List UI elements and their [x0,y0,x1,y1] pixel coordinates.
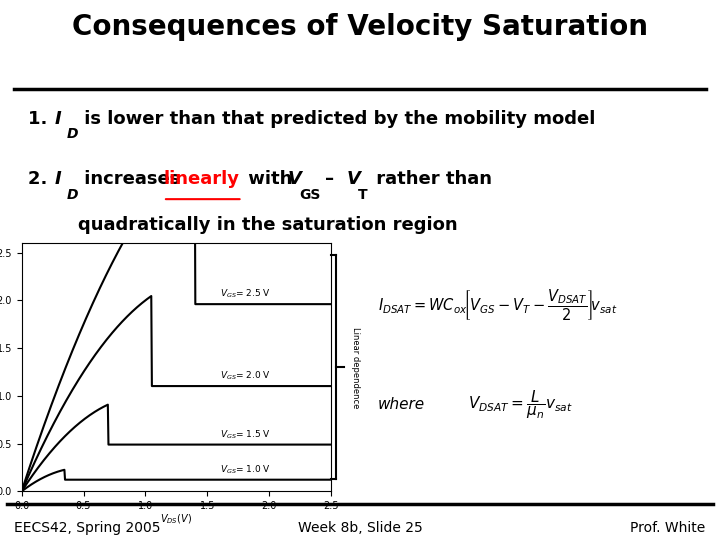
Text: $V_{GS}$= 1.0 V: $V_{GS}$= 1.0 V [220,463,271,476]
Text: $V_{GS}$= 1.5 V: $V_{GS}$= 1.5 V [220,428,271,441]
Text: 2.: 2. [28,171,54,188]
Text: T: T [358,187,367,201]
Text: quadratically in the saturation region: quadratically in the saturation region [78,216,458,234]
Text: is lower than that predicted by the mobility model: is lower than that predicted by the mobi… [78,110,595,128]
Text: –: – [325,171,335,188]
Text: I: I [55,110,61,128]
Text: 1.: 1. [28,110,54,128]
Text: rather than: rather than [370,171,492,188]
Text: where: where [378,397,425,412]
Text: $V_{DSAT} = \dfrac{L}{\mu_n}v_{sat}$: $V_{DSAT} = \dfrac{L}{\mu_n}v_{sat}$ [468,388,573,421]
Text: D: D [66,127,78,141]
Text: linearly: linearly [163,171,239,188]
Text: with: with [243,171,299,188]
Text: Consequences of Velocity Saturation: Consequences of Velocity Saturation [72,13,648,41]
Text: Linear dependence: Linear dependence [351,327,360,408]
Text: EECS42, Spring 2005: EECS42, Spring 2005 [14,521,161,535]
Text: V: V [346,171,360,188]
Text: $V_{GS}$= 2.0 V: $V_{GS}$= 2.0 V [220,370,271,382]
Text: GS: GS [300,187,320,201]
Text: Week 8b, Slide 25: Week 8b, Slide 25 [297,521,423,535]
Text: increases: increases [78,171,186,188]
Text: Prof. White: Prof. White [630,521,706,535]
Text: $V_{GS}$= 2.5 V: $V_{GS}$= 2.5 V [220,288,271,300]
Text: D: D [66,187,78,201]
X-axis label: $V_{DS}(V)$: $V_{DS}(V)$ [161,512,192,526]
Text: $I_{DSAT} = WC_{ox}\!\left[V_{GS}-V_T-\dfrac{V_{DSAT}}{2}\right]\!v_{sat}$: $I_{DSAT} = WC_{ox}\!\left[V_{GS}-V_T-\d… [378,287,618,323]
Text: V: V [287,171,301,188]
Text: I: I [55,171,61,188]
